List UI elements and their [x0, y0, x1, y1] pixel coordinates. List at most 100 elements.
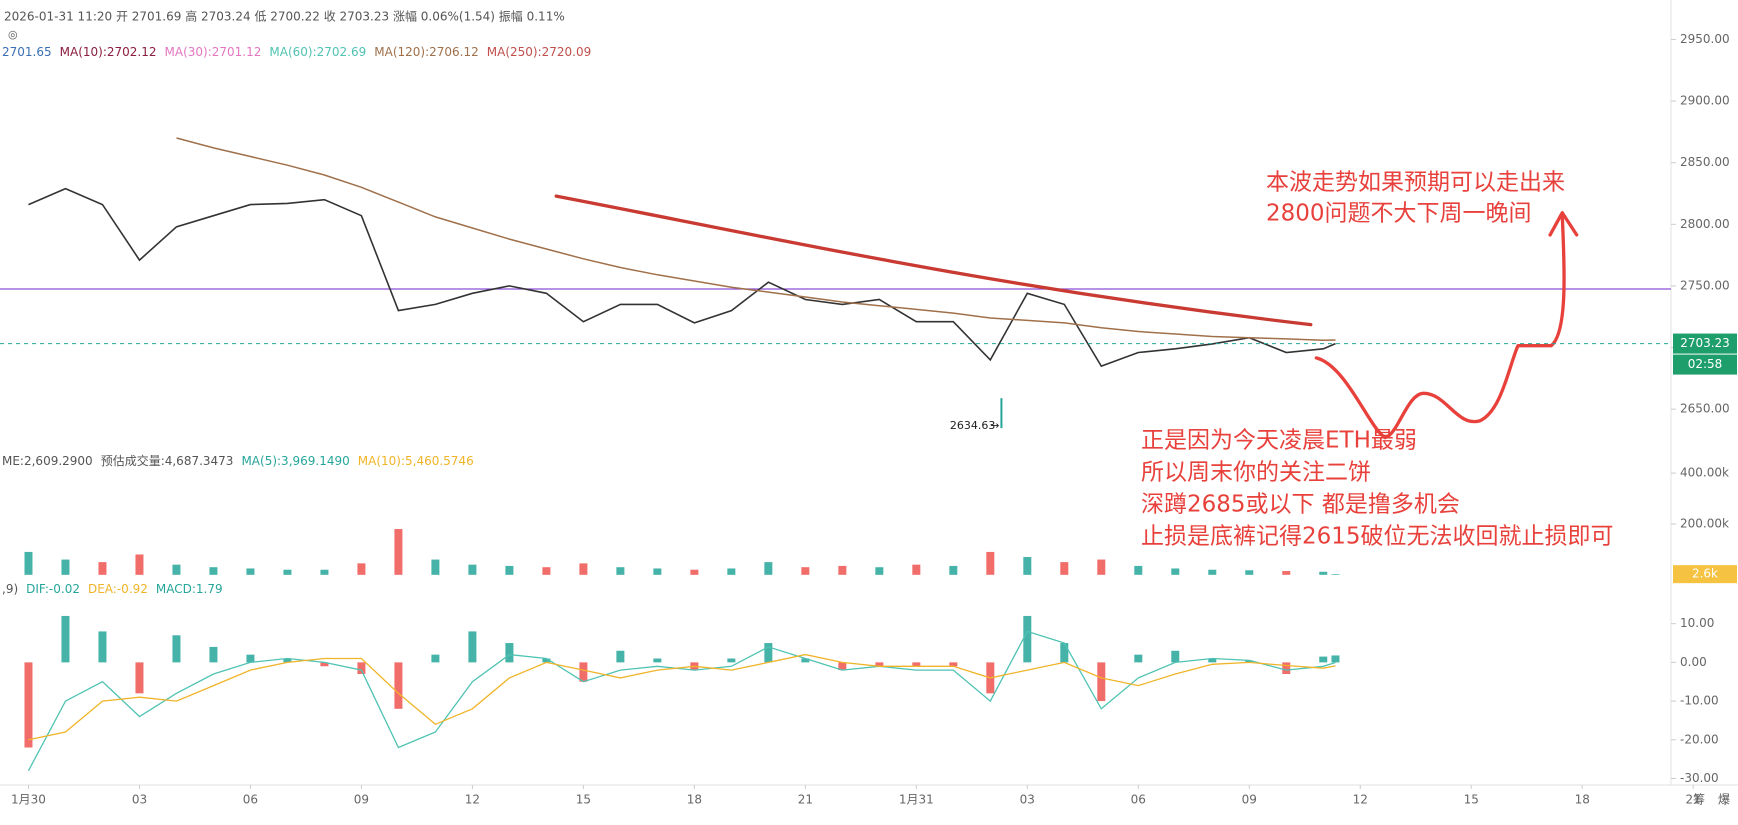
bar [1023, 615, 1032, 663]
legend-entry: MA(250):2720.09 [487, 45, 592, 59]
y-tick-label: 10.00 [1680, 616, 1714, 630]
bar [320, 569, 329, 575]
bar [949, 662, 958, 667]
volume-tag [1673, 565, 1737, 584]
legend-entry: DIF:-0.02 [26, 582, 80, 596]
bar [727, 568, 736, 575]
legend-entry: ME:2,609.2900 [2, 454, 93, 468]
x-tick-label: 18 [687, 793, 702, 807]
annotation: 2800问题不大下周一晚间 [1266, 201, 1532, 227]
legend-entry: MA(120):2706.12 [374, 45, 479, 59]
x-tick-label: 03 [132, 793, 147, 807]
toolbar-item[interactable]: 爆 [1718, 793, 1730, 807]
bar [801, 658, 810, 663]
bar [209, 567, 218, 575]
legend-entry: MA(60):2702.69 [269, 45, 366, 59]
legend: ME:2,609.2900 预估成交量:4,687.3473 MA(5):3,969… [2, 453, 474, 468]
countdown-tag [1673, 354, 1737, 375]
bar [24, 662, 33, 748]
bar [505, 565, 514, 575]
bar [1282, 662, 1291, 674]
bar [1319, 571, 1328, 575]
bar [1171, 650, 1180, 663]
bar [727, 658, 736, 663]
bar [1245, 660, 1254, 663]
bar [1097, 662, 1106, 702]
bar [1245, 570, 1254, 575]
bar [1331, 574, 1340, 575]
y-tick-label: -10.00 [1680, 694, 1719, 708]
legend-entry: MA(30):2701.12 [165, 45, 262, 59]
y-tick-label: 400.00k [1680, 466, 1729, 480]
x-tick-label: 1月31 [899, 793, 934, 807]
bar [579, 563, 588, 575]
bar [764, 562, 773, 575]
bar [61, 559, 70, 575]
annotation: 正是因为今天凌晨ETH最弱 [1141, 428, 1417, 454]
bar [579, 662, 588, 682]
legend-entry: MA(10):2702.12 [60, 45, 157, 59]
annotation: 所以周末你的关注二饼 [1141, 460, 1371, 486]
bar [172, 635, 181, 663]
toolbar-item[interactable]: 筹 [1693, 793, 1705, 807]
bar [875, 662, 884, 667]
bar [764, 643, 773, 663]
bar [616, 567, 625, 575]
bar [838, 662, 847, 671]
bar [1134, 654, 1143, 663]
y-tick-label: 2950.00 [1680, 32, 1730, 46]
bar [1023, 557, 1032, 575]
legend-entry: MA(10):5,460.5746 [358, 454, 474, 468]
series-line [28, 653, 1336, 741]
legend: 2701.65 MA(10):2702.12 MA(30):2701.12 MA(60… [2, 45, 591, 59]
bar [246, 568, 255, 575]
price-tag [1673, 333, 1737, 354]
bar [209, 646, 218, 663]
legend-entry: ,9) [2, 582, 18, 596]
bar [1097, 559, 1106, 575]
bar [431, 654, 440, 663]
x-tick-label: 1月30 [11, 793, 46, 807]
bar [505, 643, 514, 663]
bar [653, 568, 662, 575]
bar [1060, 562, 1069, 575]
bar [246, 654, 255, 663]
bar [1134, 565, 1143, 575]
bar [1208, 569, 1217, 575]
bar [986, 551, 995, 575]
x-tick-label: 21 [1686, 793, 1701, 807]
bar [431, 559, 440, 575]
series-line [176, 137, 1336, 341]
bar [468, 564, 477, 575]
bar [875, 567, 884, 575]
x-tick-label: 06 [243, 793, 258, 807]
bar [1282, 571, 1291, 575]
bar [1171, 568, 1180, 575]
low-label: 2634.63 [950, 419, 996, 432]
legend-entry: MA(5):3,969.1490 [241, 454, 349, 468]
legend-entry: 2701.65 [2, 45, 52, 59]
bar [1208, 658, 1217, 663]
quote-header: 2026-01-31 11:20 开 2701.69 高 2703.24 低 2… [4, 9, 565, 24]
bar [394, 529, 403, 575]
bar [690, 569, 699, 575]
bar [61, 615, 70, 663]
y-tick-label: -20.00 [1680, 732, 1719, 746]
legend-entry: DEA:-0.92 [88, 582, 148, 596]
bar [320, 662, 329, 667]
y-tick-label: 0.00 [1680, 655, 1707, 669]
x-tick-label: 18 [1575, 793, 1590, 807]
y-tick-label: 2800.00 [1680, 217, 1730, 231]
y-tick-label: 2650.00 [1680, 402, 1730, 416]
low-arrow: → [990, 419, 999, 432]
annotation: 深蹲2685或以下 都是撸多机会 [1141, 492, 1460, 518]
x-tick-label: 15 [576, 793, 591, 807]
legend-entry: MACD:1.79 [156, 582, 223, 596]
volume-tag-label: 2.6k [1692, 567, 1718, 581]
bar [912, 662, 921, 667]
bar [468, 631, 477, 663]
eye-icon: ◎ [8, 28, 18, 41]
bar [357, 662, 366, 674]
hand-drawing [554, 194, 1579, 440]
y-tick-label: 2850.00 [1680, 155, 1730, 169]
